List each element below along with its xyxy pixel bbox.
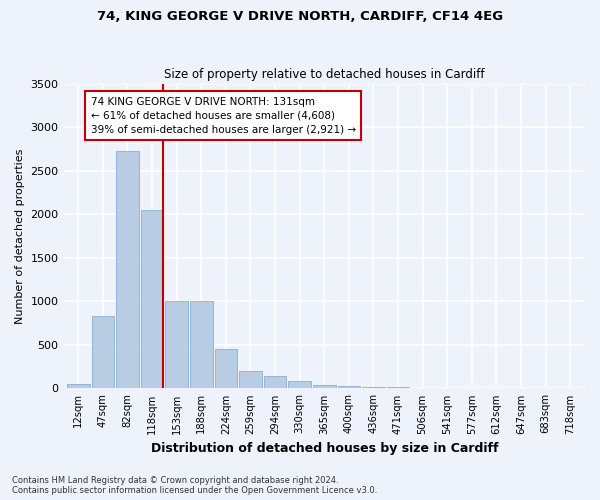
Text: 74 KING GEORGE V DRIVE NORTH: 131sqm
← 61% of detached houses are smaller (4,608: 74 KING GEORGE V DRIVE NORTH: 131sqm ← 6… xyxy=(91,96,356,134)
Bar xyxy=(289,382,311,388)
Bar xyxy=(92,316,114,388)
Bar xyxy=(264,376,286,388)
Bar xyxy=(116,152,139,388)
Bar xyxy=(141,210,163,388)
Bar xyxy=(239,371,262,388)
Bar xyxy=(387,387,409,388)
Bar xyxy=(362,386,385,388)
Title: Size of property relative to detached houses in Cardiff: Size of property relative to detached ho… xyxy=(164,68,485,81)
Bar xyxy=(215,349,237,389)
Text: Contains HM Land Registry data © Crown copyright and database right 2024.
Contai: Contains HM Land Registry data © Crown c… xyxy=(12,476,377,495)
Bar xyxy=(190,302,212,388)
Y-axis label: Number of detached properties: Number of detached properties xyxy=(15,148,25,324)
Text: 74, KING GEORGE V DRIVE NORTH, CARDIFF, CF14 4EG: 74, KING GEORGE V DRIVE NORTH, CARDIFF, … xyxy=(97,10,503,23)
Bar xyxy=(67,384,89,388)
Bar xyxy=(166,302,188,388)
Bar xyxy=(338,386,360,388)
Bar xyxy=(313,385,335,388)
X-axis label: Distribution of detached houses by size in Cardiff: Distribution of detached houses by size … xyxy=(151,442,498,455)
